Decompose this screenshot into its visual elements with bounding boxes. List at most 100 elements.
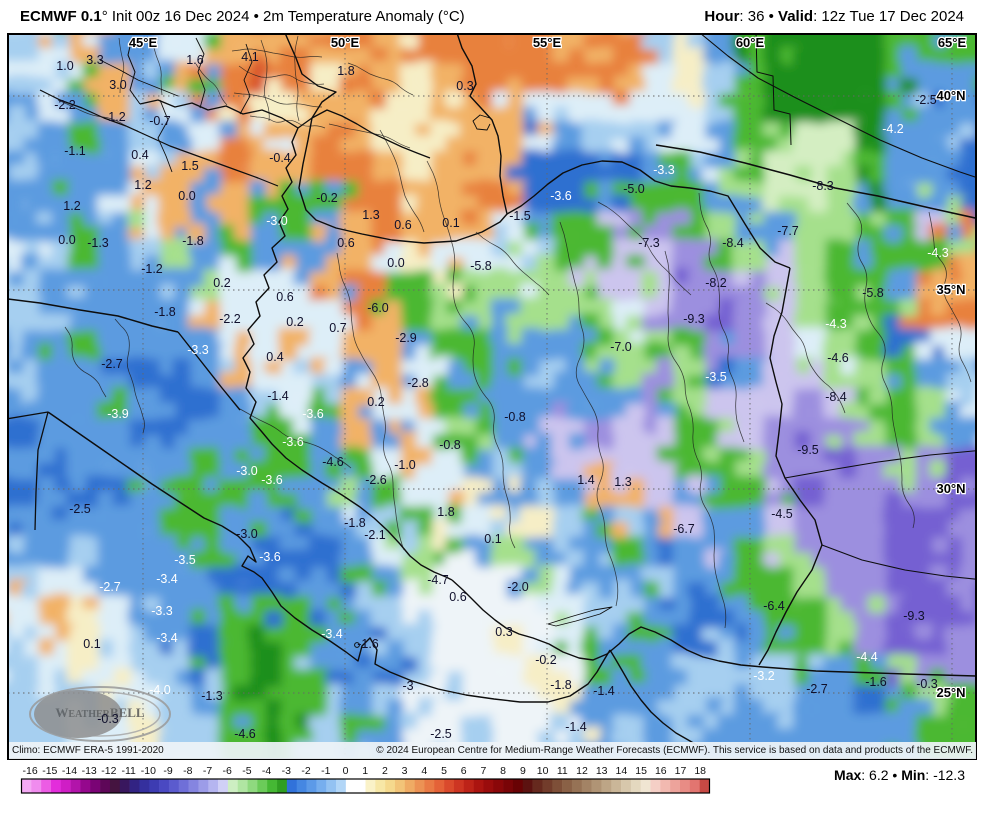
svg-text:17: 17 <box>675 765 687 777</box>
svg-text:35°N: 35°N <box>936 282 965 297</box>
svg-text:-3.6: -3.6 <box>302 407 324 421</box>
svg-text:0.6: 0.6 <box>449 590 466 604</box>
svg-text:-1: -1 <box>321 765 330 777</box>
svg-text:-3.3: -3.3 <box>187 343 209 357</box>
svg-text:0.1: 0.1 <box>484 532 501 546</box>
svg-text:-3: -3 <box>282 765 291 777</box>
svg-text:0.0: 0.0 <box>58 233 75 247</box>
svg-text:55°E: 55°E <box>533 35 562 50</box>
svg-text:0.0: 0.0 <box>387 256 404 270</box>
svg-text:-1.8: -1.8 <box>550 678 572 692</box>
svg-text:-15: -15 <box>42 765 57 777</box>
svg-text:1.4: 1.4 <box>577 473 594 487</box>
svg-text:0.1: 0.1 <box>442 216 459 230</box>
svg-text:0.3: 0.3 <box>456 79 473 93</box>
svg-text:-3.2: -3.2 <box>753 669 775 683</box>
svg-text:25°N: 25°N <box>936 685 965 700</box>
svg-text:0.4: 0.4 <box>131 148 148 162</box>
svg-text:-14: -14 <box>62 765 77 777</box>
svg-text:-4.5: -4.5 <box>771 507 793 521</box>
svg-text:-6.0: -6.0 <box>367 301 389 315</box>
svg-text:-7.7: -7.7 <box>777 224 799 238</box>
svg-text:-7.3: -7.3 <box>638 236 660 250</box>
svg-text:-3.0: -3.0 <box>236 527 258 541</box>
svg-text:-1.5: -1.5 <box>509 209 531 223</box>
svg-text:-5.8: -5.8 <box>470 259 492 273</box>
svg-text:-2.6: -2.6 <box>365 473 387 487</box>
svg-text:10: 10 <box>537 765 549 777</box>
svg-text:-1.3: -1.3 <box>87 236 109 250</box>
svg-text:-0.4: -0.4 <box>269 151 291 165</box>
svg-text:0.2: 0.2 <box>213 276 230 290</box>
svg-text:-3.4: -3.4 <box>156 631 178 645</box>
svg-text:-3.4: -3.4 <box>156 572 178 586</box>
svg-text:-8.4: -8.4 <box>722 236 744 250</box>
svg-text:-10: -10 <box>141 765 156 777</box>
svg-text:30°N: 30°N <box>936 481 965 496</box>
svg-text:-2.9: -2.9 <box>395 331 417 345</box>
svg-text:1.6: 1.6 <box>186 53 203 67</box>
svg-text:-4.6: -4.6 <box>827 351 849 365</box>
svg-text:-4.2: -4.2 <box>882 122 904 136</box>
svg-text:-2.0: -2.0 <box>507 580 529 594</box>
svg-text:-3.5: -3.5 <box>705 370 727 384</box>
svg-text:-6: -6 <box>223 765 232 777</box>
svg-text:40°N: 40°N <box>936 88 965 103</box>
svg-text:-3.6: -3.6 <box>259 550 281 564</box>
svg-text:-9: -9 <box>163 765 172 777</box>
svg-text:16: 16 <box>655 765 667 777</box>
svg-text:1.3: 1.3 <box>362 208 379 222</box>
svg-text:-1.6: -1.6 <box>357 637 379 651</box>
svg-text:-3: -3 <box>402 679 413 693</box>
svg-text:-1.2: -1.2 <box>141 262 163 276</box>
svg-text:-2: -2 <box>301 765 310 777</box>
svg-text:-2.8: -2.8 <box>407 376 429 390</box>
svg-text:-0.2: -0.2 <box>535 653 557 667</box>
svg-text:-0.3: -0.3 <box>97 712 119 726</box>
svg-text:-7.0: -7.0 <box>610 340 632 354</box>
svg-text:1.5: 1.5 <box>181 159 198 173</box>
svg-text:15: 15 <box>635 765 647 777</box>
svg-text:1.2: 1.2 <box>134 178 151 192</box>
svg-text:-1.1: -1.1 <box>64 144 86 158</box>
svg-text:-1.8: -1.8 <box>344 516 366 530</box>
svg-text:4: 4 <box>421 765 427 777</box>
svg-text:14: 14 <box>616 765 628 777</box>
svg-text:0.3: 0.3 <box>495 625 512 639</box>
svg-text:-3.0: -3.0 <box>266 214 288 228</box>
svg-text:-8: -8 <box>183 765 192 777</box>
svg-text:4.1: 4.1 <box>241 50 258 64</box>
svg-text:-0.2: -0.2 <box>316 191 338 205</box>
svg-text:-3.3: -3.3 <box>653 163 675 177</box>
svg-text:-2.2: -2.2 <box>219 312 241 326</box>
svg-text:12: 12 <box>576 765 588 777</box>
svg-text:-6.4: -6.4 <box>763 599 785 613</box>
svg-text:-5.0: -5.0 <box>623 182 645 196</box>
svg-text:9: 9 <box>520 765 526 777</box>
svg-text:2: 2 <box>382 765 388 777</box>
svg-text:0.6: 0.6 <box>276 290 293 304</box>
svg-text:0.2: 0.2 <box>367 395 384 409</box>
svg-text:1.8: 1.8 <box>437 505 454 519</box>
svg-text:-0.7: -0.7 <box>149 114 171 128</box>
svg-text:-2.7: -2.7 <box>101 357 123 371</box>
svg-text:-4.0: -4.0 <box>149 683 171 697</box>
svg-text:-1.3: -1.3 <box>201 689 223 703</box>
svg-text:7: 7 <box>480 765 486 777</box>
svg-text:1.8: 1.8 <box>337 64 354 78</box>
svg-text:8: 8 <box>500 765 506 777</box>
svg-text:60°E: 60°E <box>736 35 765 50</box>
svg-text:1.0: 1.0 <box>56 59 73 73</box>
svg-text:-5: -5 <box>242 765 251 777</box>
svg-text:45°E: 45°E <box>129 35 158 50</box>
svg-text:-1.6: -1.6 <box>865 675 887 689</box>
svg-text:-12: -12 <box>101 765 116 777</box>
svg-text:-3.6: -3.6 <box>550 189 572 203</box>
svg-text:-4.3: -4.3 <box>825 317 847 331</box>
svg-text:3.3: 3.3 <box>86 53 103 67</box>
svg-text:-2.5: -2.5 <box>430 727 452 741</box>
svg-text:1.2: 1.2 <box>108 110 125 124</box>
svg-text:-4.3: -4.3 <box>927 246 949 260</box>
svg-text:-3.3: -3.3 <box>151 604 173 618</box>
svg-text:0.4: 0.4 <box>266 350 283 364</box>
